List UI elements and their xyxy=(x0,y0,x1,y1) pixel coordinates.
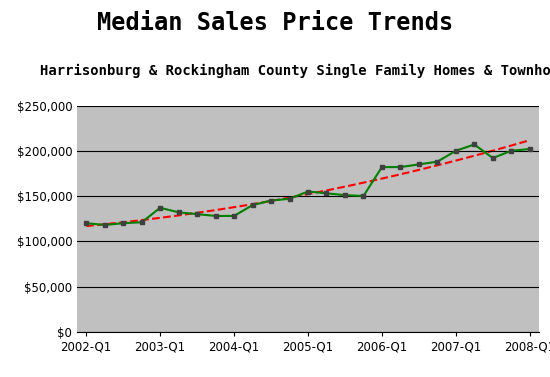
Text: Median Sales Price Trends: Median Sales Price Trends xyxy=(97,11,453,35)
Title: Harrisonburg & Rockingham County Single Family Homes & Townhomes: Harrisonburg & Rockingham County Single … xyxy=(40,64,550,78)
